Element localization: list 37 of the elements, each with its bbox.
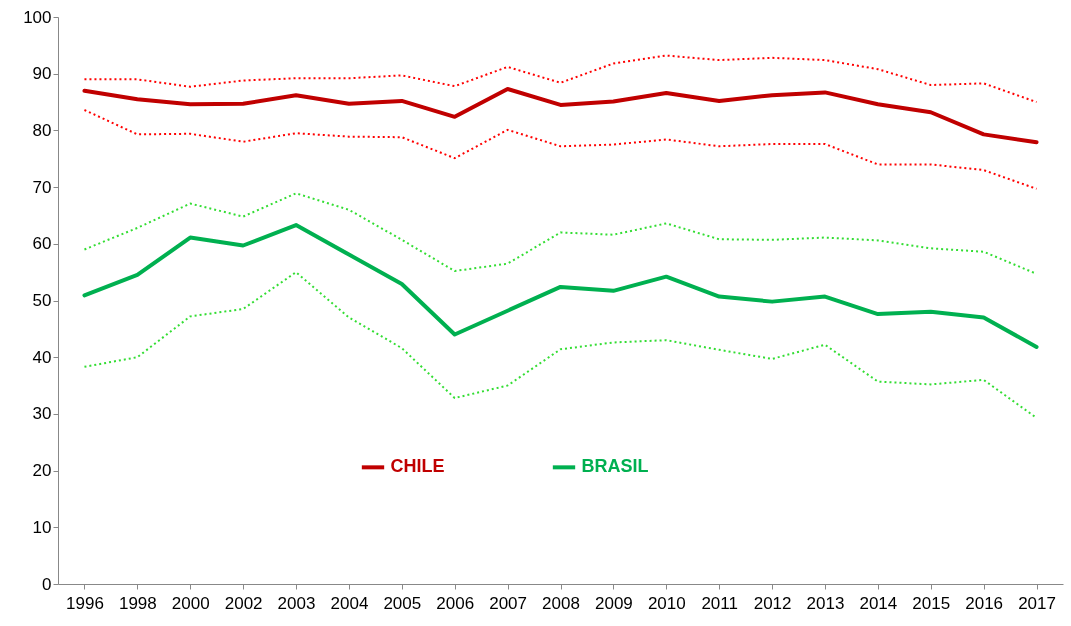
line-series	[82, 223, 1039, 349]
y-tick-label: 90	[32, 64, 52, 84]
x-tick-label: 2014	[859, 593, 898, 613]
x-tick-label: 2005	[383, 593, 422, 613]
x-tick-label: 2009	[594, 593, 633, 613]
line-series	[83, 54, 1038, 104]
x-tick-label: 2010	[647, 593, 686, 613]
y-tick-label: 30	[32, 404, 52, 424]
legend-label: BRASIL	[581, 456, 649, 477]
x-tick-label: 1998	[118, 593, 157, 613]
y-tick-label: 40	[32, 347, 52, 367]
x-tick-label: 2000	[171, 593, 210, 613]
x-tick-label: 2002	[224, 593, 263, 613]
y-tick-label: 10	[32, 517, 52, 537]
y-tick-label: 80	[32, 120, 52, 140]
line-series	[82, 87, 1039, 145]
x-tick-label: 2012	[753, 593, 792, 613]
x-tick-label: 2007	[489, 593, 528, 613]
line-series	[83, 271, 1038, 419]
y-tick-label: 100	[23, 7, 52, 27]
y-tick-label: 20	[32, 461, 52, 481]
x-tick-label: 1996	[66, 593, 104, 613]
x-tick-label: 2016	[965, 593, 1004, 613]
y-tick-label: 50	[32, 291, 52, 310]
line-series	[83, 108, 1038, 190]
x-tick-label: 2011	[701, 593, 738, 613]
x-tick-label: 2013	[806, 593, 845, 613]
y-tick-label: 60	[32, 234, 52, 254]
x-tick-label: 2006	[436, 593, 475, 613]
x-tick-label: 2017	[1018, 593, 1056, 613]
x-tick-label: 2008	[542, 593, 580, 613]
legend-label: CHILE	[390, 456, 445, 477]
x-tick-label: 2003	[277, 593, 316, 613]
x-tick-label: 2015	[912, 593, 951, 613]
x-tick-label: 2004	[330, 593, 369, 613]
y-tick-label: 70	[32, 177, 52, 197]
y-tick-label: 0	[42, 574, 52, 594]
